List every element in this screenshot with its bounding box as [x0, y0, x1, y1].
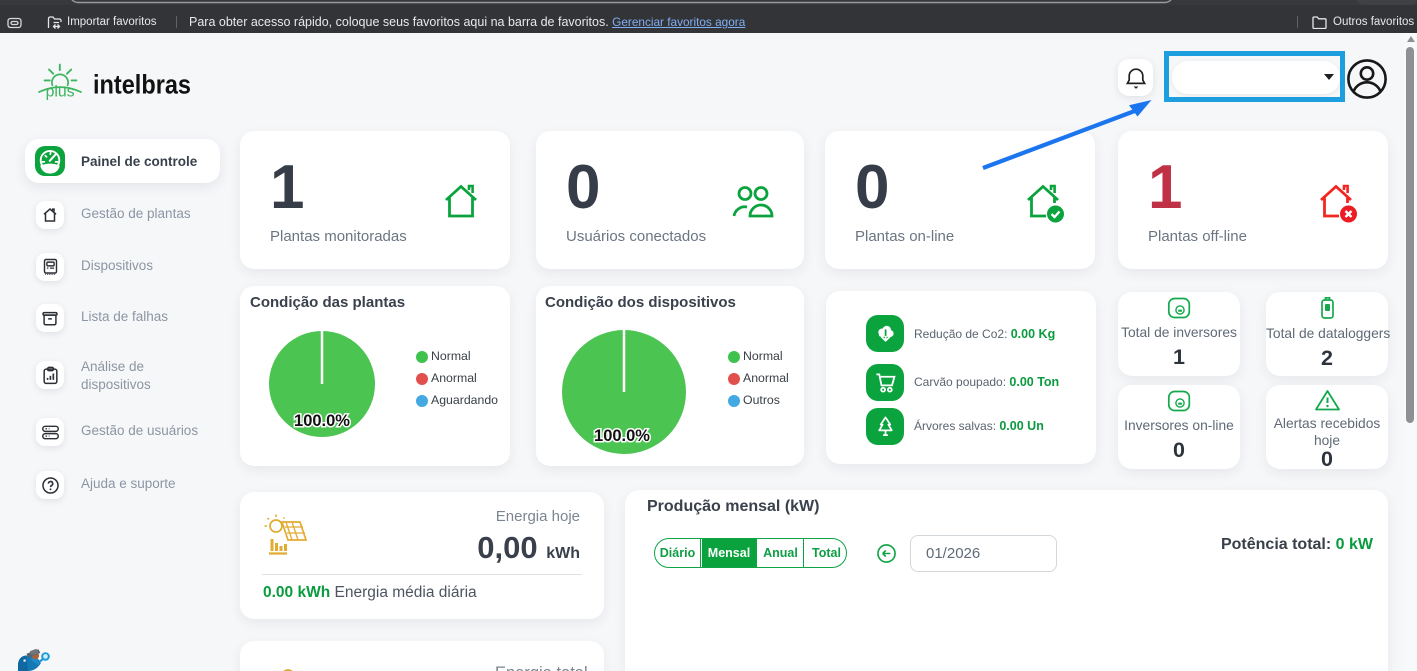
svg-text:100.0%: 100.0%	[294, 412, 350, 430]
svg-text:plus: plus	[46, 84, 75, 101]
svg-text:100.0%: 100.0%	[594, 427, 650, 445]
svg-text:intelbras: intelbras	[93, 70, 191, 100]
